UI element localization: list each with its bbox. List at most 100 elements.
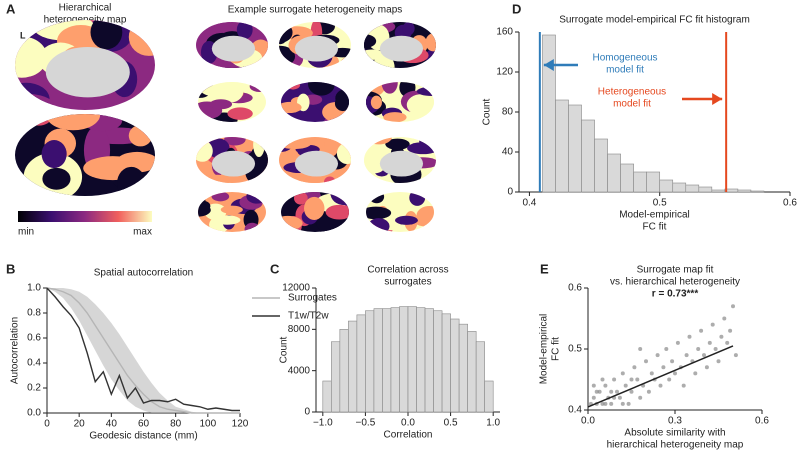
brain-parcel <box>209 99 233 110</box>
legend-label: Surrogates <box>288 293 337 304</box>
y-tick-label: 0.2 <box>27 383 41 394</box>
reference-label: model fit <box>613 99 651 110</box>
y-tick-label: 12000 <box>282 283 310 294</box>
brain <box>364 137 436 183</box>
bar <box>390 307 400 413</box>
point <box>609 389 614 394</box>
y-tick-label: 0.6 <box>27 333 41 344</box>
y-tick-label: 120 <box>496 67 513 78</box>
hemisphere-label: L <box>20 30 26 40</box>
point <box>716 359 721 364</box>
colorbar-label: max <box>133 227 152 238</box>
brain-parcel <box>364 34 377 49</box>
bar <box>348 320 358 413</box>
brain-parcel <box>25 114 52 126</box>
brain-parcel <box>249 82 266 92</box>
brain-parcel <box>330 192 349 206</box>
brain-parcel <box>323 176 336 183</box>
x-tick-label: 0.6 <box>755 416 769 427</box>
brain <box>15 114 155 196</box>
brain-parcel <box>208 90 226 102</box>
brain-parcel <box>304 196 325 220</box>
y-tick-label: 4000 <box>288 365 311 376</box>
medial-wall <box>45 46 130 98</box>
y-tick-label: 0.8 <box>27 308 41 319</box>
brain-parcel <box>413 104 429 121</box>
bar <box>542 34 556 193</box>
bar <box>407 306 417 413</box>
bar <box>659 179 674 193</box>
chart-title: Correlation across <box>367 265 448 276</box>
y-axis-label: FC fit <box>551 337 562 361</box>
bar <box>365 310 375 413</box>
y-tick-label: 0.4 <box>27 358 41 369</box>
reference-label: Homogeneous <box>592 53 657 64</box>
bar <box>555 99 569 193</box>
point <box>661 365 666 370</box>
point <box>702 353 706 358</box>
brain-parcel <box>425 33 436 52</box>
brain-parcel <box>205 22 231 33</box>
brain-parcel <box>128 20 155 56</box>
panel-label: E <box>540 261 549 276</box>
point <box>603 401 608 406</box>
brain-parcel <box>402 22 415 36</box>
point <box>731 304 735 309</box>
panel-label: A <box>6 1 16 16</box>
y-tick-label: 0.4 <box>568 405 582 416</box>
brain-parcel <box>224 137 246 146</box>
point <box>626 401 631 406</box>
x-tick-label: 0.5 <box>444 418 458 429</box>
brain <box>279 22 351 68</box>
brain <box>366 82 434 122</box>
brain-parcel <box>366 206 392 220</box>
chart-title: Surrogate map fit <box>637 265 714 276</box>
reference-label: Heterogeneous <box>598 87 666 98</box>
y-tick-label: 40 <box>502 147 514 158</box>
point <box>632 365 637 370</box>
y-tick-label: 160 <box>496 27 513 38</box>
bar <box>424 308 434 413</box>
bar <box>331 341 341 413</box>
x-axis-label: Absolute similarity with <box>624 428 725 439</box>
medial-wall <box>379 35 424 62</box>
point <box>591 395 596 400</box>
point <box>681 383 686 388</box>
point <box>696 347 701 351</box>
brain <box>281 82 349 122</box>
x-axis-label: Correlation <box>384 430 433 441</box>
bar <box>581 119 595 193</box>
brain-parcel <box>285 82 301 90</box>
point <box>684 353 689 358</box>
reference-label: model fit <box>606 65 644 76</box>
x-tick-label: 100 <box>199 419 216 430</box>
point <box>719 334 724 339</box>
bar <box>568 104 582 193</box>
point <box>597 389 602 394</box>
bar <box>672 182 687 193</box>
brain-parcel <box>41 140 67 169</box>
brain-parcel <box>219 82 244 103</box>
brain-parcel <box>279 138 311 150</box>
point <box>594 389 599 394</box>
brain <box>364 22 436 68</box>
point <box>655 353 660 358</box>
bar <box>441 313 451 413</box>
medial-wall <box>379 150 424 177</box>
brain-parcel <box>365 137 392 145</box>
x-tick-label: 120 <box>232 419 249 430</box>
point <box>638 347 643 351</box>
medial-wall <box>294 150 339 177</box>
brain-parcel <box>340 177 351 183</box>
bar <box>356 314 366 413</box>
map-title: Hierarchical <box>59 3 112 14</box>
chart-title: Surrogate model-empirical FC fit histogr… <box>559 15 750 26</box>
point <box>635 377 640 382</box>
bar <box>382 308 392 413</box>
brain-parcel <box>293 192 308 205</box>
y-tick-label: 1.0 <box>27 283 41 294</box>
bar <box>594 138 608 193</box>
x-tick-label: 0.6 <box>783 198 797 209</box>
brain-parcel <box>383 112 407 122</box>
brain-parcel <box>366 108 374 122</box>
